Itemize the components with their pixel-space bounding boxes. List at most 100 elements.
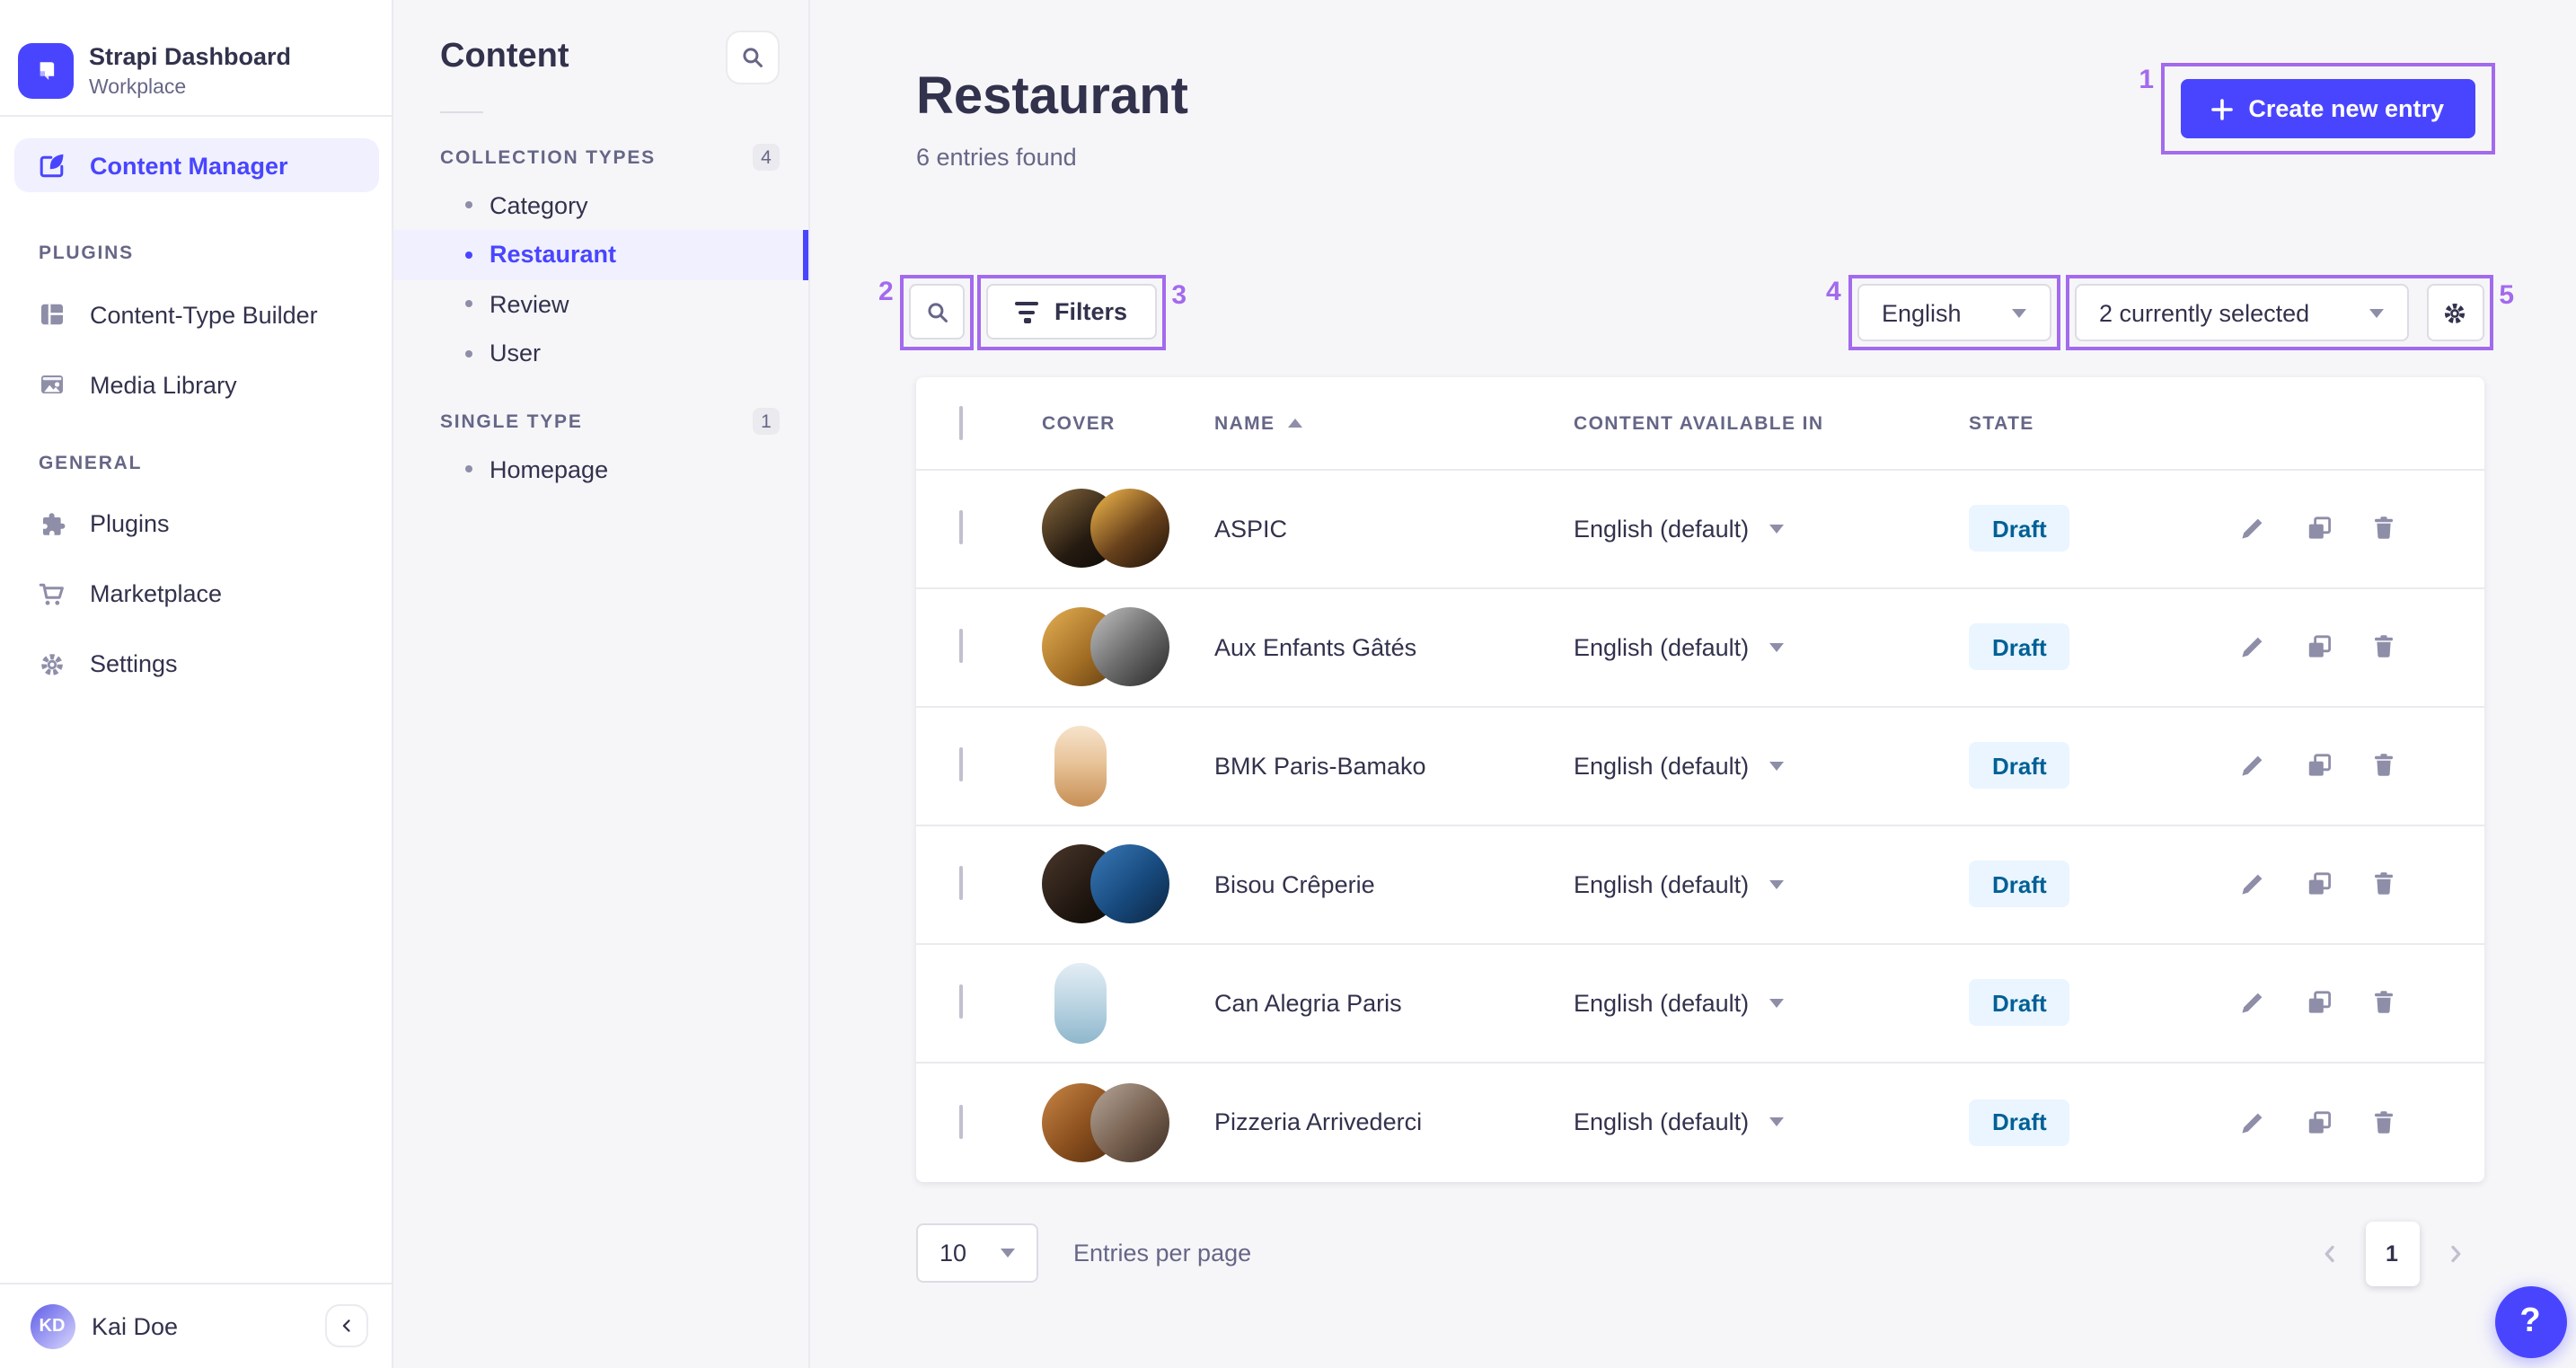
cover-image bbox=[1090, 489, 1169, 569]
subnav-search-button[interactable] bbox=[726, 30, 780, 84]
delete-button[interactable] bbox=[2369, 989, 2398, 1018]
duplicate-icon bbox=[2307, 873, 2331, 896]
create-new-entry-button[interactable]: Create new entry bbox=[2180, 79, 2475, 138]
help-button[interactable]: ? bbox=[2494, 1286, 2566, 1358]
edit-button[interactable] bbox=[2238, 989, 2267, 1018]
user-avatar[interactable]: KD bbox=[30, 1303, 75, 1348]
locale-cell[interactable]: English (default) bbox=[1574, 990, 1969, 1017]
fields-select[interactable]: 2 currently selected bbox=[2074, 284, 2408, 342]
edit-button[interactable] bbox=[2238, 870, 2267, 899]
subnav-item-user[interactable]: User bbox=[440, 329, 780, 378]
row-actions bbox=[2238, 633, 2440, 662]
subnav-item-review[interactable]: Review bbox=[440, 279, 780, 329]
cover-cell bbox=[1042, 725, 1214, 807]
annotation-box-4: 4 English bbox=[1826, 275, 2060, 351]
pencil-icon bbox=[2242, 993, 2263, 1014]
row-checkbox[interactable] bbox=[959, 866, 963, 901]
edit-button[interactable] bbox=[2238, 1108, 2267, 1137]
gear-icon bbox=[2444, 303, 2466, 323]
subnav-title: Content bbox=[440, 37, 569, 75]
delete-button[interactable] bbox=[2369, 1108, 2398, 1137]
sidebar-item-content-type-builder[interactable]: Content-Type Builder bbox=[13, 287, 378, 341]
table-row[interactable]: BMK Paris-Bamako English (default) Draft bbox=[916, 708, 2483, 826]
page-title: Restaurant bbox=[916, 68, 1188, 126]
duplicate-button[interactable] bbox=[2304, 752, 2333, 781]
row-checkbox[interactable] bbox=[959, 510, 963, 545]
table-search-button[interactable] bbox=[909, 284, 965, 340]
entry-name: Pizzeria Arrivederci bbox=[1214, 1108, 1423, 1136]
strapi-logo-icon bbox=[17, 43, 73, 99]
locale-cell[interactable]: English (default) bbox=[1574, 1109, 1969, 1136]
row-checkbox[interactable] bbox=[959, 747, 963, 782]
locale-cell[interactable]: English (default) bbox=[1574, 516, 1969, 543]
duplicate-button[interactable] bbox=[2304, 870, 2333, 899]
pencil-icon bbox=[2242, 638, 2263, 658]
duplicate-button[interactable] bbox=[2304, 515, 2333, 543]
column-header-content-available-in[interactable]: CONTENT AVAILABLE IN bbox=[1574, 412, 1824, 435]
delete-button[interactable] bbox=[2369, 515, 2398, 543]
column-header-state[interactable]: STATE bbox=[1969, 412, 2034, 435]
delete-button[interactable] bbox=[2369, 870, 2398, 899]
sidebar-item-content-manager[interactable]: Content Manager bbox=[13, 138, 378, 192]
table-row[interactable]: Bisou Crêperie English (default) Draft bbox=[916, 826, 2483, 945]
view-settings-button[interactable] bbox=[2426, 284, 2483, 342]
entries-count: 6 entries found bbox=[916, 144, 1077, 172]
table-row[interactable]: Pizzeria Arrivederci English (default) D… bbox=[916, 1064, 2483, 1182]
sidebar-item-marketplace[interactable]: Marketplace bbox=[13, 567, 378, 621]
locale-select[interactable]: English bbox=[1857, 284, 2051, 342]
sidebar-item-settings[interactable]: Settings bbox=[13, 637, 378, 691]
column-header-label: NAME bbox=[1214, 412, 1275, 435]
previous-page-button[interactable] bbox=[2318, 1243, 2340, 1265]
page-size-select[interactable]: 10 bbox=[916, 1223, 1037, 1284]
duplicate-button[interactable] bbox=[2304, 633, 2333, 662]
next-page-button[interactable] bbox=[2444, 1243, 2466, 1265]
table-row[interactable]: Aux Enfants Gâtés English (default) Draf… bbox=[916, 589, 2483, 708]
page-number[interactable]: 1 bbox=[2365, 1221, 2419, 1286]
row-actions bbox=[2238, 870, 2440, 899]
delete-button[interactable] bbox=[2369, 633, 2398, 662]
subnav-item-restaurant[interactable]: Restaurant bbox=[393, 230, 807, 279]
annotation-number-1: 1 bbox=[2139, 65, 2155, 95]
sidebar-item-label: Marketplace bbox=[90, 580, 223, 607]
plus-icon bbox=[2210, 98, 2233, 119]
column-header-name[interactable]: NAME bbox=[1214, 412, 1574, 434]
filters-label: Filters bbox=[1054, 298, 1128, 326]
subnav-item-homepage[interactable]: Homepage bbox=[440, 445, 780, 494]
edit-button[interactable] bbox=[2238, 515, 2267, 543]
duplicate-icon bbox=[2307, 755, 2331, 777]
column-header-cover[interactable]: COVER bbox=[1042, 412, 1116, 435]
row-checkbox[interactable] bbox=[959, 1104, 963, 1139]
cover-cell bbox=[1042, 489, 1214, 569]
sidebar-item-plugins[interactable]: Plugins bbox=[13, 497, 378, 551]
edit-button[interactable] bbox=[2238, 633, 2267, 662]
single-type-header: SINGLE TYPE 1 bbox=[440, 398, 780, 445]
duplicate-button[interactable] bbox=[2304, 989, 2333, 1018]
annotation-number-3: 3 bbox=[1171, 280, 1187, 312]
locale-cell[interactable]: English (default) bbox=[1574, 871, 1969, 898]
table-row[interactable]: Can Alegria Paris English (default) Draf… bbox=[916, 945, 2483, 1064]
locale-cell[interactable]: English (default) bbox=[1574, 634, 1969, 661]
locale-select-value: English bbox=[1882, 299, 1962, 327]
search-icon bbox=[927, 303, 947, 322]
sidebar-section-general: GENERAL bbox=[39, 452, 143, 473]
row-checkbox[interactable] bbox=[959, 629, 963, 664]
subnav-item-category[interactable]: Category bbox=[440, 181, 780, 230]
sidebar-item-media-library[interactable]: Media Library bbox=[13, 357, 378, 411]
locale-cell[interactable]: English (default) bbox=[1574, 753, 1969, 780]
collapse-sidebar-button[interactable] bbox=[325, 1304, 368, 1347]
create-new-entry-label: Create new entry bbox=[2248, 95, 2444, 122]
cover-cell bbox=[1042, 607, 1214, 687]
row-checkbox[interactable] bbox=[959, 984, 963, 1019]
status-badge: Draft bbox=[1969, 979, 2070, 1027]
sidebar-section-plugins: PLUGINS bbox=[39, 243, 134, 264]
filters-button[interactable]: Filters bbox=[986, 284, 1157, 340]
table-row[interactable]: ASPIC English (default) Draft bbox=[916, 471, 2483, 589]
cover-image bbox=[1054, 725, 1107, 807]
delete-button[interactable] bbox=[2369, 752, 2398, 781]
sidebar-item-label: Plugins bbox=[90, 510, 170, 537]
select-all-checkbox[interactable] bbox=[959, 405, 963, 440]
edit-button[interactable] bbox=[2238, 752, 2267, 781]
duplicate-button[interactable] bbox=[2304, 1108, 2333, 1137]
content-type-builder-icon bbox=[38, 300, 66, 329]
annotation-box-3: 3 Filters bbox=[977, 275, 1187, 351]
